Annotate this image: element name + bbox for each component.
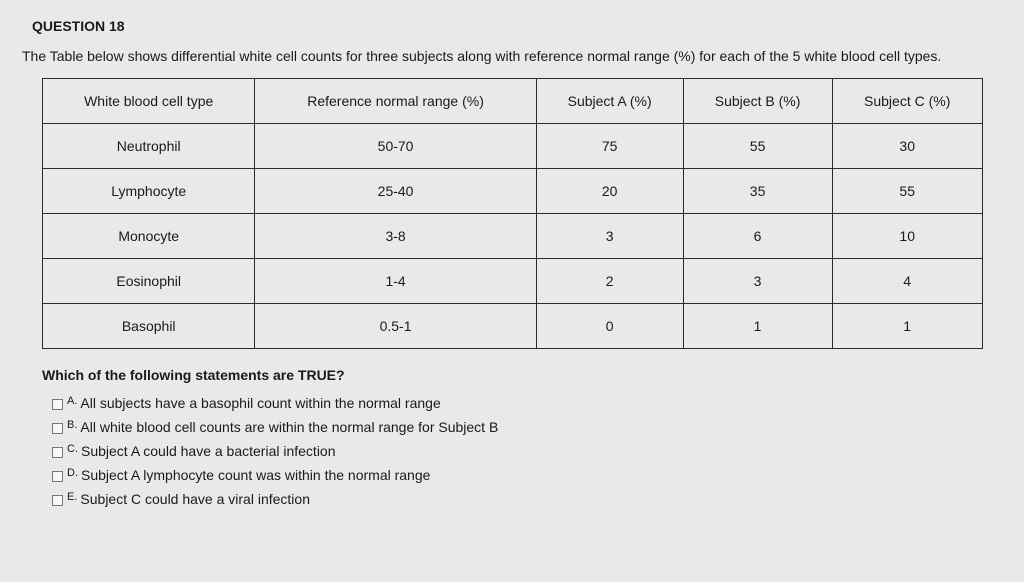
- cell: 0: [536, 304, 683, 349]
- cell: 1: [832, 304, 982, 349]
- cell: 3: [683, 259, 832, 304]
- option-letter: B.: [67, 419, 77, 431]
- option-text: Subject A could have a bacterial infecti…: [81, 443, 1002, 459]
- table-row: Lymphocyte 25-40 20 35 55: [43, 169, 983, 214]
- cell: 25-40: [255, 169, 536, 214]
- option-d[interactable]: D. Subject A lymphocyte count was within…: [52, 467, 1002, 483]
- col-header: Subject C (%): [832, 79, 982, 124]
- cell: 1-4: [255, 259, 536, 304]
- table-row: Neutrophil 50-70 75 55 30: [43, 124, 983, 169]
- cell: 10: [832, 214, 982, 259]
- cell: Basophil: [43, 304, 255, 349]
- question-stem: The Table below shows differential white…: [22, 48, 1002, 64]
- checkbox-icon[interactable]: [52, 399, 63, 410]
- cell: 75: [536, 124, 683, 169]
- option-letter: E.: [67, 491, 77, 503]
- cell: Neutrophil: [43, 124, 255, 169]
- cell: 3: [536, 214, 683, 259]
- option-text: All subjects have a basophil count withi…: [80, 395, 1002, 411]
- table-header-row: White blood cell type Reference normal r…: [43, 79, 983, 124]
- col-header: Reference normal range (%): [255, 79, 536, 124]
- checkbox-icon[interactable]: [52, 495, 63, 506]
- options-list: A. All subjects have a basophil count wi…: [52, 395, 1002, 507]
- cell: 3-8: [255, 214, 536, 259]
- cell: 0.5-1: [255, 304, 536, 349]
- cell: Monocyte: [43, 214, 255, 259]
- option-text: All white blood cell counts are within t…: [80, 419, 1002, 435]
- cell: 1: [683, 304, 832, 349]
- cell: 6: [683, 214, 832, 259]
- option-c[interactable]: C. Subject A could have a bacterial infe…: [52, 443, 1002, 459]
- option-a[interactable]: A. All subjects have a basophil count wi…: [52, 395, 1002, 411]
- col-header: White blood cell type: [43, 79, 255, 124]
- cell: 55: [683, 124, 832, 169]
- question-prompt: Which of the following statements are TR…: [42, 367, 1002, 383]
- cell: 50-70: [255, 124, 536, 169]
- table-row: Basophil 0.5-1 0 1 1: [43, 304, 983, 349]
- cell: 35: [683, 169, 832, 214]
- checkbox-icon[interactable]: [52, 423, 63, 434]
- wbc-table: White blood cell type Reference normal r…: [42, 78, 983, 349]
- option-letter: C.: [67, 443, 78, 455]
- checkbox-icon[interactable]: [52, 471, 63, 482]
- col-header: Subject A (%): [536, 79, 683, 124]
- option-e[interactable]: E. Subject C could have a viral infectio…: [52, 491, 1002, 507]
- option-letter: D.: [67, 467, 78, 479]
- cell: 55: [832, 169, 982, 214]
- cell: 2: [536, 259, 683, 304]
- cell: Lymphocyte: [43, 169, 255, 214]
- option-letter: A.: [67, 395, 77, 407]
- table-row: Monocyte 3-8 3 6 10: [43, 214, 983, 259]
- cell: 4: [832, 259, 982, 304]
- cell: Eosinophil: [43, 259, 255, 304]
- cell: 20: [536, 169, 683, 214]
- option-text: Subject A lymphocyte count was within th…: [81, 467, 1002, 483]
- option-b[interactable]: B. All white blood cell counts are withi…: [52, 419, 1002, 435]
- table-row: Eosinophil 1-4 2 3 4: [43, 259, 983, 304]
- cell: 30: [832, 124, 982, 169]
- col-header: Subject B (%): [683, 79, 832, 124]
- option-text: Subject C could have a viral infection: [80, 491, 1002, 507]
- checkbox-icon[interactable]: [52, 447, 63, 458]
- question-label: QUESTION 18: [32, 18, 1002, 34]
